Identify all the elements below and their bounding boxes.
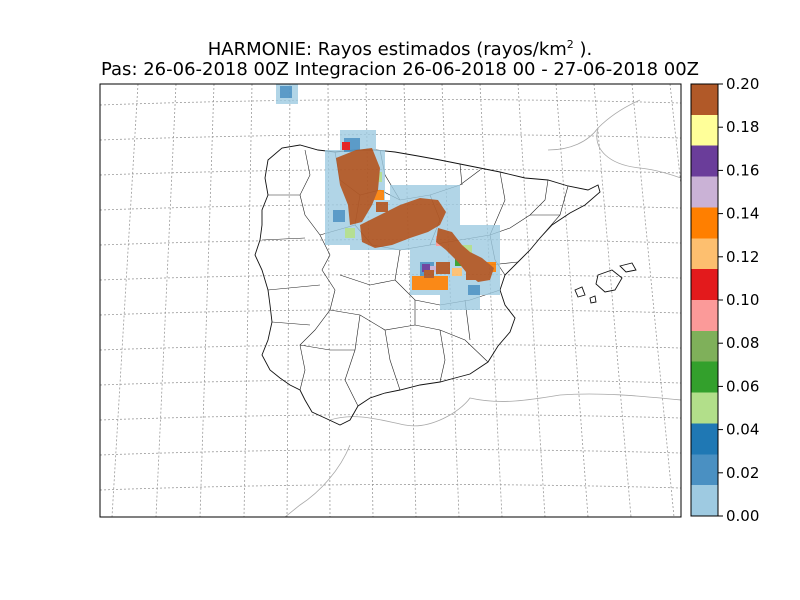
map-title-line1: HARMONIE: Rayos estimados (rayos/km2 ). xyxy=(207,38,593,60)
map-frame xyxy=(99,83,682,518)
colorbar-tick-label: 0.12 xyxy=(726,248,759,266)
map-title-line2: Pas: 26-06-2018 00Z Integracion 26-06-20… xyxy=(100,59,699,80)
colorbar: 0.00 0.02 0.04 0.06 0.08 0.10 0.12 0.14 0.16 0.18… xyxy=(690,75,759,525)
colorbar-tick-label: 0.06 xyxy=(726,377,759,395)
colorbar-tick-label: 0.18 xyxy=(726,118,759,136)
balearic-islands xyxy=(574,262,637,304)
colorbar-tick-label: 0.16 xyxy=(726,161,759,179)
coastline-iberia xyxy=(254,144,601,426)
colorbar-tick-label: 0.10 xyxy=(726,291,759,309)
lightning-field xyxy=(276,84,500,310)
colorbar-tick-label: 0.08 xyxy=(726,334,759,352)
colorbar-tick-label: 0.02 xyxy=(726,464,759,482)
colorbar-tick-label: 0.20 xyxy=(726,75,759,93)
graticule xyxy=(100,84,681,517)
colorbar-tick-label: 0.14 xyxy=(726,205,759,223)
colorbar-tick-label: 0.04 xyxy=(726,421,759,439)
foreign-coastlines xyxy=(284,99,681,517)
colorbar-tick-label: 0.00 xyxy=(726,507,759,525)
